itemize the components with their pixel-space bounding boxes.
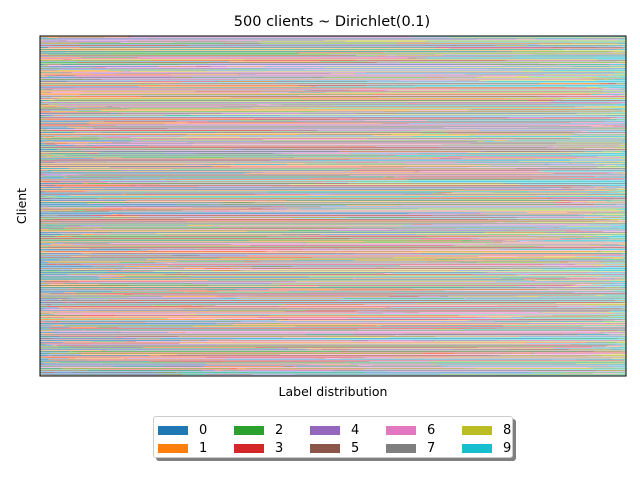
legend: 0 1 2 3 4 5 6 7 8 9: [153, 416, 513, 458]
legend-entry-5: 5: [310, 439, 386, 457]
bars-group: [40, 36, 627, 376]
legend-entry-8: 8: [462, 421, 538, 439]
legend-label: 6: [427, 422, 436, 438]
chart-title: 500 clients ~ Dirichlet(0.1): [234, 14, 430, 30]
x-axis-label: Label distribution: [279, 384, 388, 399]
legend-label: 7: [427, 440, 436, 456]
legend-label: 0: [199, 422, 208, 438]
y-axis-label: Client: [14, 188, 29, 224]
legend-label: 9: [503, 440, 512, 456]
plot-frame: [39, 35, 627, 377]
legend-entry-4: 4: [310, 421, 386, 439]
legend-label: 3: [275, 440, 284, 456]
legend-swatch: [158, 443, 188, 453]
legend-swatch: [234, 425, 264, 435]
legend-entry-7: 7: [386, 439, 462, 457]
legend-entry-2: 2: [234, 421, 310, 439]
legend-swatch: [462, 443, 492, 453]
legend-swatch: [310, 443, 340, 453]
legend-label: 8: [503, 422, 512, 438]
legend-swatch: [310, 425, 340, 435]
legend-swatch: [158, 425, 188, 435]
legend-label: 5: [351, 440, 360, 456]
legend-entry-9: 9: [462, 439, 538, 457]
legend-label: 4: [351, 422, 360, 438]
legend-entry-6: 6: [386, 421, 462, 439]
legend-label: 1: [199, 440, 208, 456]
legend-entry-0: 0: [158, 421, 234, 439]
legend-entry-3: 3: [234, 439, 310, 457]
legend-swatch: [234, 443, 264, 453]
legend-entry-1: 1: [158, 439, 234, 457]
legend-swatch: [386, 425, 416, 435]
legend-swatch: [462, 425, 492, 435]
legend-label: 2: [275, 422, 284, 438]
legend-swatch: [386, 443, 416, 453]
